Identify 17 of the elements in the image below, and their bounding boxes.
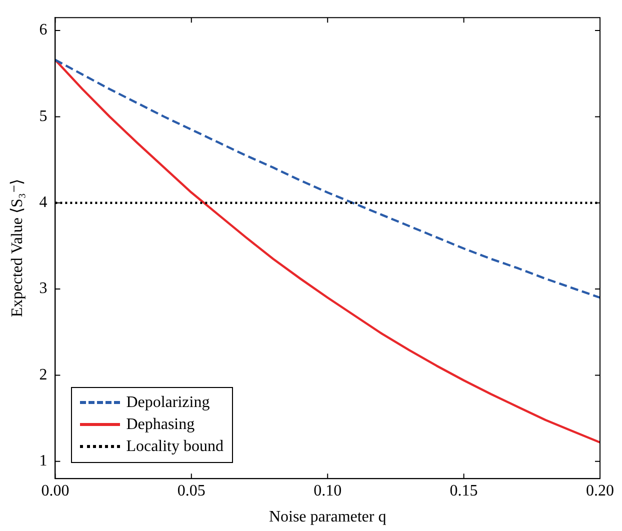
y-axis-title: Expected Value ⟨S₃⁻⟩: [8, 179, 26, 318]
y-tick-label: 1: [39, 452, 48, 470]
y-tick-label: 4: [39, 194, 48, 212]
y-tick-label: 6: [39, 22, 48, 39]
legend-label: Locality bound: [126, 438, 224, 456]
legend-label: Dephasing: [126, 416, 195, 434]
x-tick-label: 0.15: [450, 482, 478, 500]
y-tick-label: 2: [39, 366, 48, 384]
x-tick-label: 0.05: [177, 482, 206, 500]
legend-label: Depolarizing: [126, 394, 210, 412]
y-tick-label: 5: [39, 108, 48, 125]
line-series: [55, 58, 600, 299]
x-tick-label: 0.00: [41, 482, 70, 500]
y-tick-label: 3: [39, 280, 48, 298]
x-tick-label: 0.20: [586, 482, 614, 500]
x-axis-title: Noise parameter q: [268, 508, 386, 526]
x-tick-label: 0.10: [314, 482, 342, 500]
